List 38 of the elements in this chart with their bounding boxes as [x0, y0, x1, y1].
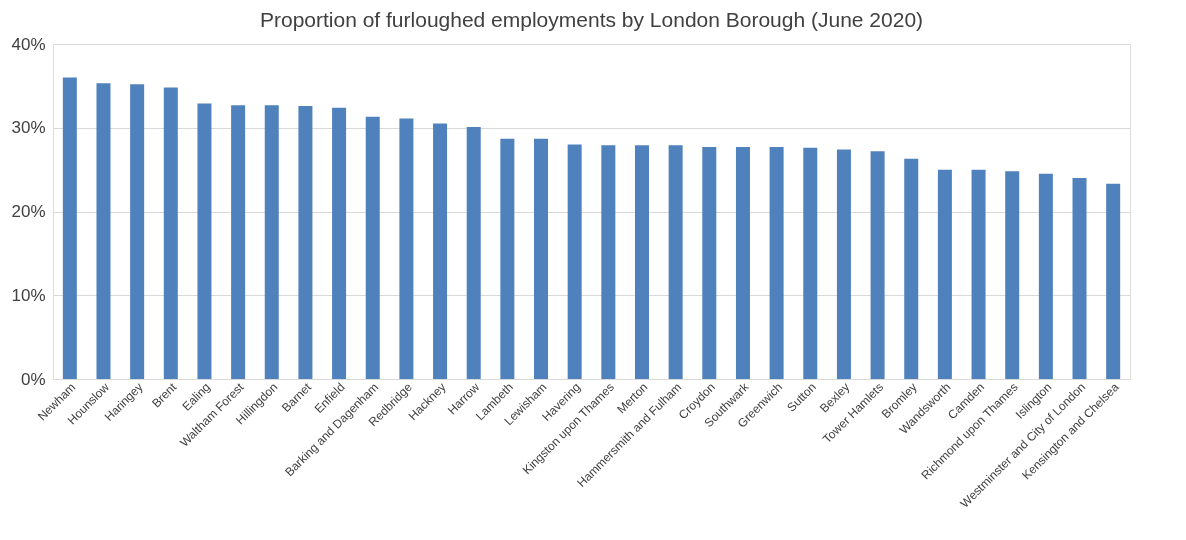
bar: [735, 147, 750, 379]
chart-title: Proportion of furloughed employments by London Borough (June 2020): [259, 8, 924, 31]
bar: [1106, 183, 1121, 379]
bar: [332, 107, 347, 379]
bar: [1005, 171, 1020, 379]
bar: [836, 149, 851, 379]
bar: [567, 144, 582, 379]
bar: [904, 158, 919, 379]
bar: [702, 147, 717, 379]
bar: [601, 145, 616, 379]
bar: [971, 169, 986, 379]
bar: [803, 147, 818, 379]
y-tick-label: 40%: [11, 34, 46, 54]
bar: [466, 126, 481, 379]
bar: [534, 138, 549, 379]
bar: [937, 169, 952, 379]
bar: [62, 77, 77, 379]
bar: [668, 145, 683, 379]
bar: [365, 116, 380, 379]
y-tick-label: 10%: [11, 285, 46, 305]
bar: [298, 105, 313, 379]
bar: [769, 147, 784, 379]
bar: [634, 145, 649, 379]
bar: [130, 84, 145, 379]
bar: [500, 138, 515, 379]
bar: [1072, 178, 1087, 379]
bar: [163, 87, 178, 379]
bar: [264, 105, 279, 379]
bar: [433, 123, 448, 379]
bar: [96, 83, 111, 379]
y-tick-label: 0%: [20, 369, 46, 389]
bar: [1038, 173, 1053, 379]
bar: [231, 105, 246, 379]
bar: [399, 118, 414, 379]
bar: [870, 151, 885, 379]
y-tick-label: 30%: [11, 118, 46, 138]
y-tick-label: 20%: [11, 202, 46, 221]
bar: [197, 103, 212, 379]
